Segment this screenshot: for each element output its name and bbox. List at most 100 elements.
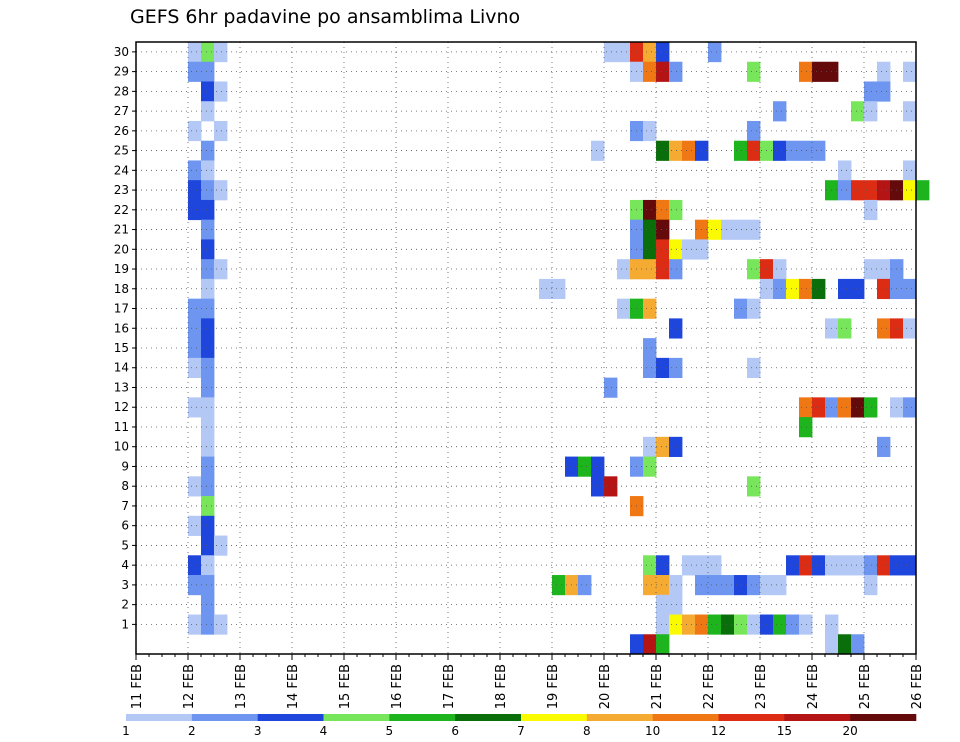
legend-label: 4 [320, 724, 328, 738]
heatmap-cells [188, 42, 930, 655]
heatmap-cell [695, 575, 735, 596]
heatmap-cell [201, 357, 215, 379]
heatmap-cell [760, 575, 787, 596]
heatmap-cell [201, 614, 215, 635]
heatmap-cell [669, 357, 683, 379]
heatmap-cell [682, 140, 696, 161]
heatmap-cell [773, 140, 787, 161]
heatmap-cell [838, 318, 852, 339]
heatmap-cell [838, 397, 852, 418]
y-tick-label: 11 [114, 420, 129, 434]
heatmap-cell [669, 199, 683, 221]
heatmap-cell [864, 259, 891, 280]
heatmap-cell [643, 338, 657, 359]
legend-swatch [784, 714, 851, 721]
legend-swatch [191, 714, 258, 721]
heatmap-cell [916, 180, 930, 201]
heatmap-cell [708, 219, 722, 240]
heatmap-cell [201, 456, 215, 477]
x-axis: 11 FEB 12 FEB 13 FEB 14 FEB 15 FEB 16 FEB 17 F… [130, 654, 925, 709]
heatmap-cell [201, 318, 215, 339]
x-tick-label: 21 FEB [650, 664, 665, 709]
heatmap-cell [747, 575, 761, 596]
heatmap-cell [773, 278, 787, 300]
heatmap-cell [214, 535, 228, 556]
y-tick-label: 26 [114, 124, 129, 138]
heatmap-cell [877, 555, 891, 576]
x-tick-label: 15 FEB [338, 664, 353, 709]
y-tick-label: 12 [114, 400, 129, 414]
heatmap-cell [656, 357, 670, 379]
heatmap-cell [786, 278, 800, 300]
heatmap-cell [201, 101, 215, 122]
heatmap-cell [903, 397, 917, 418]
heatmap-cell [747, 259, 761, 280]
heatmap-cell [188, 318, 202, 339]
heatmap-cell [656, 140, 670, 161]
x-tick-label: 20 FEB [598, 664, 613, 709]
heatmap-cell [188, 515, 202, 536]
heatmap-cell [578, 575, 592, 596]
y-tick-label: 18 [114, 282, 129, 296]
heatmap-cell [747, 140, 761, 161]
y-tick-label: 28 [114, 84, 129, 98]
heatmap-cell [786, 140, 826, 161]
heatmap-cell [825, 634, 839, 655]
heatmap-cell [773, 259, 787, 280]
heatmap-cell [214, 81, 228, 102]
heatmap-cell [864, 101, 878, 122]
heatmap-cell [201, 278, 215, 300]
heatmap-cell [877, 278, 891, 300]
heatmap-cell [747, 357, 761, 379]
heatmap-cell [201, 594, 215, 615]
legend-swatch [652, 714, 719, 721]
heatmap-cell [747, 298, 761, 319]
heatmap-cell [656, 614, 670, 635]
heatmap-cell [656, 42, 670, 63]
heatmap-cell [188, 614, 202, 635]
legend-label: 1 [122, 724, 130, 738]
heatmap-cell [188, 338, 202, 359]
heatmap-cell [799, 614, 813, 635]
heatmap-cell [214, 180, 228, 201]
y-tick-label: 25 [114, 144, 129, 158]
y-tick-label: 5 [121, 538, 129, 552]
heatmap-cell [201, 219, 215, 240]
heatmap-cell [201, 555, 215, 576]
heatmap-cell [734, 140, 748, 161]
heatmap-cell [799, 417, 813, 438]
legend-swatch [455, 714, 522, 721]
heatmap-cell [669, 436, 683, 457]
heatmap-cell [734, 298, 748, 319]
heatmap-cell [786, 614, 800, 635]
heatmap-cell [188, 120, 202, 142]
heatmap-cell [643, 219, 657, 240]
heatmap-cell [643, 239, 657, 260]
x-tick-label: 23 FEB [754, 664, 769, 709]
x-tick-label: 14 FEB [286, 664, 301, 709]
heatmap-cell [864, 555, 878, 576]
heatmap-cell [591, 456, 605, 477]
y-tick-label: 7 [121, 499, 129, 513]
heatmap-cell [201, 496, 215, 517]
heatmap-cell [721, 614, 735, 635]
plot-frame [135, 41, 917, 655]
x-tick-label: 17 FEB [442, 664, 457, 709]
heatmap-cell [201, 417, 215, 438]
y-tick-label: 20 [114, 242, 129, 256]
y-tick-label: 9 [121, 459, 129, 473]
y-tick-label: 4 [121, 558, 129, 572]
heatmap-cell [201, 239, 215, 260]
legend-swatch [323, 714, 390, 721]
heatmap-cell [682, 555, 709, 576]
heatmap-cell [214, 614, 228, 635]
heatmap-cell [656, 436, 670, 457]
heatmap-cell [851, 101, 865, 122]
heatmap-cell [799, 555, 813, 576]
heatmap-cell [877, 436, 891, 457]
heatmap-cell [669, 239, 683, 260]
legend-label: 10 [645, 724, 660, 738]
heatmap-cell [188, 357, 202, 379]
y-tick-label: 24 [114, 163, 129, 177]
heatmap-cell [201, 535, 215, 556]
